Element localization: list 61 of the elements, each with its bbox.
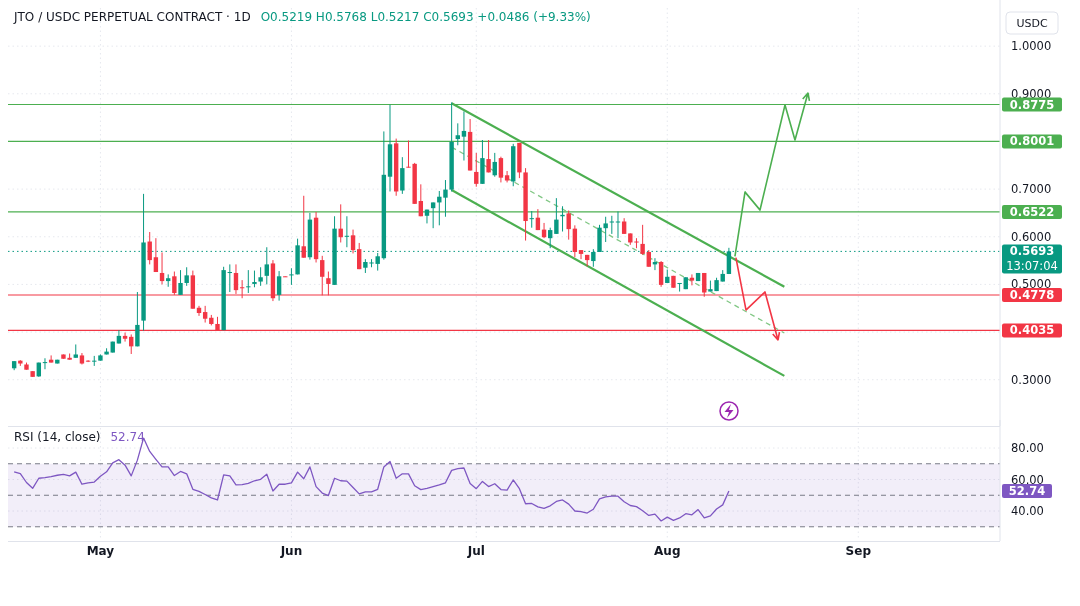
candlestick (609, 215, 615, 235)
candlestick (504, 170, 510, 183)
y-tick-label: 1.0000 (1011, 39, 1052, 54)
candlestick (634, 237, 639, 249)
candlestick (350, 229, 356, 254)
candlestick (301, 195, 306, 259)
chart-subtitle: O0.5219 H0.5768 L0.5217 C0.5693 +0.0486 (+9.33%) (260, 10, 591, 24)
x-tick-label: May (86, 544, 115, 558)
candlestick (178, 269, 183, 296)
candlestick (276, 270, 282, 302)
chart-subtitle: 52.74 (110, 430, 145, 444)
chart-title: RSI (14, close) (14, 430, 101, 444)
candlestick (486, 139, 491, 173)
candlestick (461, 110, 467, 161)
candlestick (554, 197, 559, 235)
candlestick (578, 249, 584, 260)
candlestick (92, 355, 97, 367)
candlestick (48, 354, 54, 364)
candlestick (258, 266, 263, 287)
candlestick (689, 273, 695, 286)
x-tick-label: Aug (654, 544, 681, 558)
ref-line-label: 0.5693 13:07:04 (1006, 244, 1058, 274)
candlestick (640, 224, 645, 256)
candlestick (357, 242, 362, 270)
candlestick (615, 211, 621, 239)
candlestick (455, 122, 460, 146)
candlestick (603, 216, 608, 243)
chart-title: JTO / USDC PERPETUAL CONTRACT · 1D (13, 10, 251, 24)
ref-line-label: 0.6522 (1009, 204, 1055, 219)
ref-line-label: 0.4035 (1009, 323, 1055, 338)
candlestick (135, 291, 140, 347)
ref-line-label: 0.8001 (1009, 134, 1055, 149)
candlestick (42, 357, 48, 370)
candlestick (122, 332, 128, 343)
candlestick (85, 359, 91, 363)
candlestick (498, 156, 504, 183)
y-tick-label: 0.3000 (1011, 372, 1052, 387)
candlestick (289, 267, 294, 286)
candlestick (246, 269, 251, 294)
candlestick (658, 260, 664, 288)
candlestick (529, 210, 534, 229)
candlestick (430, 201, 436, 229)
candlestick (344, 215, 350, 248)
candlestick (566, 210, 571, 241)
y-tick-label: 80.00 (1011, 441, 1044, 456)
y-axis-title: USDC (1016, 16, 1048, 30)
candlestick (153, 237, 159, 273)
y-tick-label: 40.00 (1011, 504, 1044, 519)
candlestick (184, 266, 189, 287)
candlestick (474, 152, 479, 188)
x-tick-label: Sep (845, 544, 872, 558)
candlestick (726, 247, 732, 275)
candlestick (418, 183, 424, 217)
ref-line-label: 0.4778 (1009, 288, 1055, 303)
candlestick (116, 329, 122, 345)
candlestick (400, 156, 405, 195)
x-tick-label: Jul (466, 544, 485, 558)
y-tick-label: 0.7000 (1011, 182, 1052, 197)
x-tick-label: Jun (279, 544, 303, 558)
y-tick-label: 0.6000 (1011, 229, 1052, 244)
candlestick (227, 263, 233, 293)
